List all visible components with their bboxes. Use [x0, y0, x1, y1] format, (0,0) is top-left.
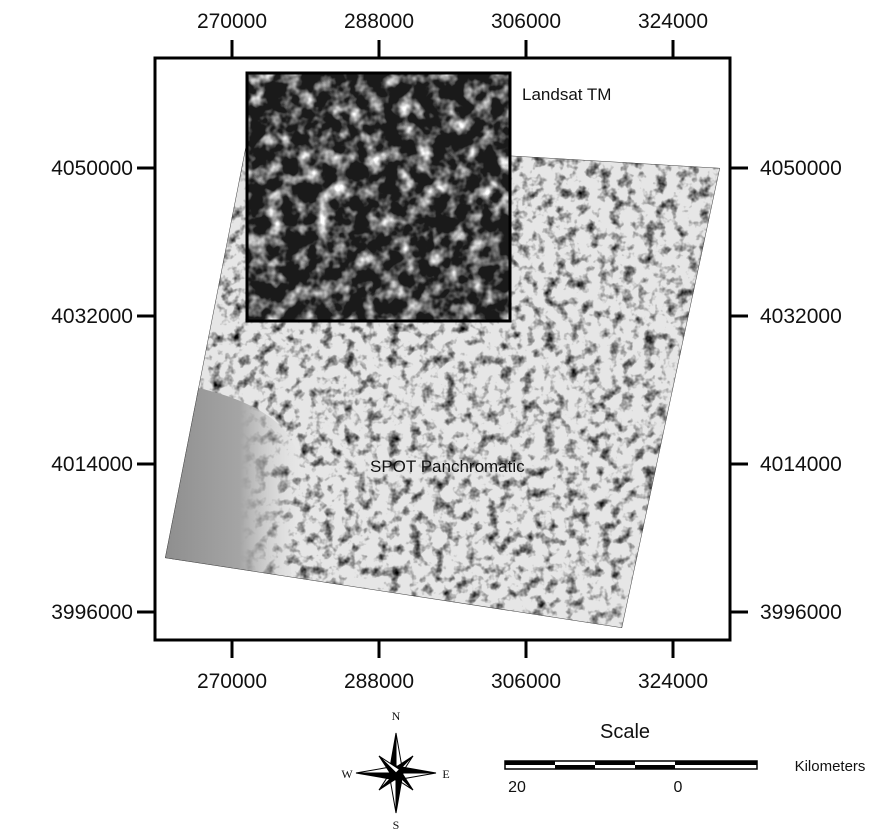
x-tick-label: 270000 — [197, 670, 267, 693]
compass-n: N — [392, 709, 401, 723]
x-tick-label: 306000 — [491, 10, 561, 33]
compass-w: W — [341, 767, 353, 781]
compass-point — [396, 766, 436, 773]
map-figure: Landsat TM SPOT Panchromatic N E S W Sca… — [0, 0, 895, 831]
compass-point — [356, 773, 396, 780]
x-tick-label: 270000 — [197, 10, 267, 33]
scale-tick: 20 — [508, 779, 526, 796]
scale-unit: Kilometers — [795, 758, 866, 775]
compass-e: E — [442, 767, 449, 781]
x-tick-label: 324000 — [638, 10, 708, 33]
imagery — [150, 73, 730, 640]
landsat-label: Landsat TM — [522, 85, 611, 104]
scale-title: Scale — [600, 721, 650, 743]
north-arrow: N E S W — [341, 709, 449, 831]
compass-point — [396, 773, 403, 813]
y-tick-label: 4032000 — [51, 305, 133, 328]
x-tick-label: 288000 — [344, 10, 414, 33]
y-tick-label: 4032000 — [760, 305, 842, 328]
scale-tick: 0 — [674, 779, 683, 796]
y-tick-label: 4014000 — [760, 453, 842, 476]
x-tick-label: 324000 — [638, 670, 708, 693]
landsat-scene — [247, 73, 510, 321]
y-tick-label: 4050000 — [51, 157, 133, 180]
y-tick-label: 4014000 — [51, 453, 133, 476]
x-tick-label: 306000 — [491, 670, 561, 693]
x-tick-label: 288000 — [344, 670, 414, 693]
spot-label: SPOT Panchromatic — [370, 457, 525, 476]
y-tick-label: 3996000 — [51, 601, 133, 624]
compass-s: S — [393, 818, 400, 831]
scale-bar: Scale 20 0 Kilometers — [505, 721, 865, 796]
y-tick-label: 4050000 — [760, 157, 842, 180]
y-tick-label: 3996000 — [760, 601, 842, 624]
